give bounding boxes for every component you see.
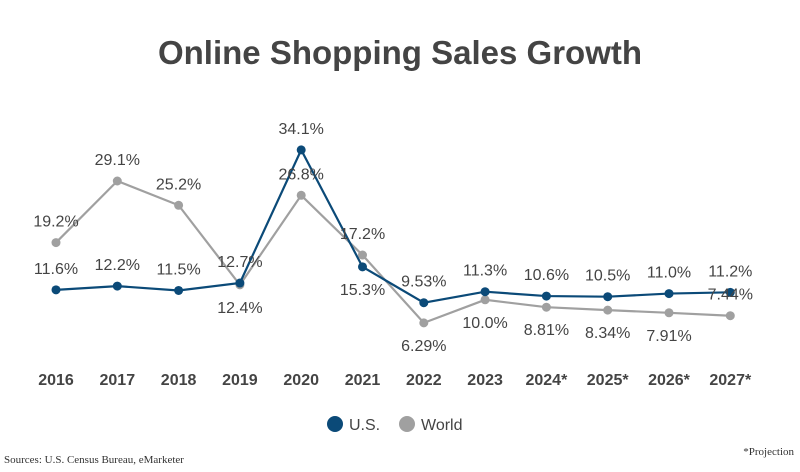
data-label: 29.1% xyxy=(95,152,140,169)
data-label: 17.2% xyxy=(340,226,385,243)
source-note: Sources: U.S. Census Bureau, eMarketer xyxy=(4,454,184,466)
data-point xyxy=(235,278,245,288)
legend-marker xyxy=(399,416,415,432)
data-label: 19.2% xyxy=(33,214,78,231)
data-point xyxy=(358,262,367,272)
data-point xyxy=(358,250,367,260)
data-point xyxy=(174,200,184,210)
legend: U.S. World xyxy=(327,416,463,434)
data-point xyxy=(603,305,613,315)
data-point xyxy=(541,302,551,312)
data-point xyxy=(419,298,429,308)
x-tick-label: 2018 xyxy=(161,372,197,389)
data-label: 8.81% xyxy=(524,322,569,339)
data-point xyxy=(725,311,735,321)
data-point xyxy=(112,176,122,186)
data-label: 12.7% xyxy=(217,254,262,271)
data-point xyxy=(603,292,613,302)
x-tick-label: 2022 xyxy=(406,372,442,389)
x-tick-label: 2025* xyxy=(587,372,630,389)
data-label: 25.2% xyxy=(156,176,201,193)
data-point xyxy=(112,281,122,291)
data-point xyxy=(664,308,674,318)
data-point xyxy=(296,145,306,155)
data-label: 34.1% xyxy=(279,121,324,138)
data-label: 7.91% xyxy=(646,328,691,345)
data-label: 9.53% xyxy=(401,274,446,291)
x-tick-label: 2023 xyxy=(467,372,503,389)
data-point xyxy=(480,287,490,297)
data-point xyxy=(725,287,735,297)
data-label: 12.4% xyxy=(217,300,262,317)
data-label: 11.0% xyxy=(647,265,691,282)
series-line xyxy=(55,179,731,325)
legend-label: U.S. xyxy=(349,417,380,434)
legend-item: U.S. xyxy=(327,416,380,434)
data-point xyxy=(51,238,61,248)
data-label: 10.0% xyxy=(462,315,507,332)
data-point xyxy=(296,190,306,200)
data-label: 10.5% xyxy=(585,268,630,285)
data-label: 12.2% xyxy=(95,257,140,274)
series-world xyxy=(51,176,735,328)
legend-marker xyxy=(327,416,343,432)
legend-label: World xyxy=(421,417,463,434)
x-tick-label: 2019 xyxy=(222,372,258,389)
data-point xyxy=(174,285,184,295)
legend-item: World xyxy=(399,416,463,434)
data-label: 10.6% xyxy=(524,267,569,284)
x-tick-label: 2027* xyxy=(709,372,752,389)
x-tick-label: 2017 xyxy=(100,372,136,389)
data-label: 8.34% xyxy=(585,325,630,342)
x-tick-label: 2016 xyxy=(38,372,74,389)
data-point xyxy=(480,295,490,305)
data-label: 11.5% xyxy=(157,261,201,278)
x-tick-label: 2026* xyxy=(648,372,691,389)
series-line xyxy=(55,147,731,304)
data-label: 11.6% xyxy=(34,261,78,278)
data-label: 15.3% xyxy=(340,282,385,299)
data-point xyxy=(541,291,551,301)
projection-note: *Projection xyxy=(743,446,794,458)
data-label: 11.2% xyxy=(708,263,752,280)
x-tick-label: 2024* xyxy=(525,372,568,389)
data-point xyxy=(664,289,674,299)
data-point xyxy=(419,318,429,328)
x-tick-label: 2020 xyxy=(283,372,319,389)
data-point xyxy=(51,285,61,295)
chart-title: Online Shopping Sales Growth xyxy=(157,34,643,71)
data-label: 11.3% xyxy=(463,263,507,280)
series-us xyxy=(51,145,735,308)
data-label: 7.44% xyxy=(708,287,753,304)
data-label: 6.29% xyxy=(401,338,446,355)
data-label: 26.8% xyxy=(279,166,324,183)
x-tick-label: 2021 xyxy=(345,372,381,389)
